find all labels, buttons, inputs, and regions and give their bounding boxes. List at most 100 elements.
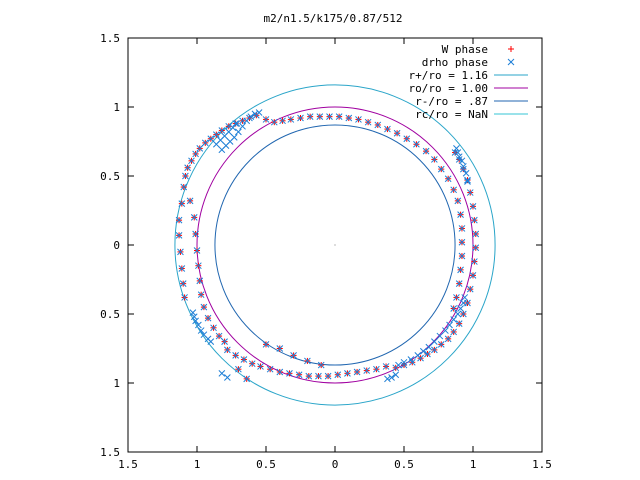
drho-phase-point [454, 197, 462, 205]
drho-phase-point [413, 140, 420, 148]
drho-phase-point [197, 291, 205, 299]
drho-phase-point [454, 310, 462, 318]
drho-phase-point [453, 294, 460, 301]
drho-phase-point [218, 127, 226, 134]
drho-phase-point [471, 258, 478, 265]
drho-phase-point [400, 358, 408, 366]
drho-phase-point [431, 338, 438, 345]
drho-phase-point [262, 116, 270, 123]
drho-phase-point [186, 197, 194, 205]
chart-title: m2/n1.5/k175/0.87/512 [263, 12, 402, 25]
drho-phase-point [178, 200, 186, 207]
drho-phase-point [195, 262, 202, 270]
drho-phase-point [431, 156, 438, 163]
drho-phase-point [437, 165, 445, 173]
data-points [175, 109, 480, 383]
drho-phase-point [192, 317, 199, 325]
drho-phase-point [240, 356, 248, 363]
legend-label: r+/ro = 1.16 [409, 69, 488, 82]
drho-phase-point [177, 248, 184, 256]
drho-phase-point [295, 371, 303, 379]
y-tick-label: 0.5 [100, 170, 120, 183]
drho-phase-point [193, 247, 201, 254]
drho-phase-point [243, 117, 251, 125]
drho-phase-point [457, 211, 464, 218]
drho-phase-point [221, 338, 228, 345]
drho-phase-point [393, 129, 401, 137]
circle-r- [214, 124, 456, 366]
drho-phase-point [276, 368, 284, 376]
drho-phase-point [464, 178, 471, 185]
drho-phase-point [455, 153, 463, 161]
x-tick-label: 1.5 [118, 458, 138, 471]
y-tick-label: 1 [113, 101, 120, 114]
drho-phase-point [458, 225, 466, 232]
drho-phase-point [225, 122, 233, 130]
drho-phase-point [403, 135, 411, 143]
drho-phase-point [384, 375, 391, 383]
drho-phase-point [472, 244, 480, 252]
drho-phase-point [444, 335, 452, 343]
drho-phase-point [400, 361, 408, 369]
drho-phase-point [507, 58, 515, 66]
drho-phase-point [232, 120, 239, 127]
drho-phase-point [457, 266, 464, 274]
drho-phase-point [466, 285, 474, 293]
legend-label: rc/ro = NaN [415, 108, 488, 121]
drho-phase-point [446, 321, 453, 329]
drho-phase-point [181, 294, 188, 301]
drho-phase-point [175, 216, 183, 224]
drho-phase-point [436, 332, 444, 340]
legend-label: ro/ro = 1.00 [409, 82, 488, 95]
drho-phase-point [232, 352, 239, 359]
drho-phase-point [419, 347, 427, 355]
x-tick-label: 0 [332, 458, 339, 471]
drho-phase-point [189, 309, 197, 316]
drho-phase-point [316, 113, 324, 121]
drho-phase-point [459, 299, 467, 307]
drho-phase-point [304, 357, 311, 365]
drho-phase-point [459, 310, 467, 318]
drho-phase-point [297, 114, 304, 122]
drho-phase-point [175, 231, 183, 239]
drho-phase-point [276, 345, 284, 352]
drho-phase-point [224, 346, 231, 354]
drho-phase-point [388, 374, 395, 381]
drho-phase-point [182, 172, 189, 180]
drho-phase-point [207, 338, 215, 345]
drho-phase-point [344, 369, 351, 377]
drho-phase-point [384, 125, 391, 133]
drho-phase-point [471, 216, 478, 224]
drho-phase-point [458, 238, 466, 246]
drho-phase-point [197, 327, 205, 334]
drho-phase-point [469, 203, 477, 210]
x-tick-label: 0.5 [394, 458, 414, 471]
drho-phase-point [192, 230, 199, 238]
drho-phase-point [455, 320, 463, 328]
drho-phase-point [251, 110, 259, 118]
drho-phase-point [407, 356, 415, 363]
drho-phase-point [184, 164, 191, 172]
axes: 1.5 1 0.5 0 0.5 1 1.51.510.500.511.5 [100, 32, 552, 471]
drho-phase-point [450, 305, 458, 312]
drho-phase-point [414, 352, 422, 359]
drho-phase-point [196, 277, 204, 285]
drho-phase-point [243, 375, 251, 383]
drho-phase-point [464, 176, 471, 184]
drho-phase-point [188, 157, 195, 165]
drho-phase-point [472, 230, 480, 238]
drho-phase-point [422, 147, 430, 155]
drho-phase-point [270, 118, 278, 126]
x-tick-label: 1 [470, 458, 477, 471]
drho-phase-point [355, 116, 362, 123]
y-tick-label: 1.5 [100, 446, 120, 459]
drho-phase-point [431, 346, 438, 354]
drho-phase-point [457, 305, 464, 312]
drho-phase-point [458, 252, 466, 260]
drho-phase-point [218, 369, 226, 377]
drho-phase-point [190, 313, 198, 321]
drho-phase-point [345, 114, 353, 122]
w-phase-point [508, 46, 514, 52]
drho-phase-point [235, 128, 242, 136]
